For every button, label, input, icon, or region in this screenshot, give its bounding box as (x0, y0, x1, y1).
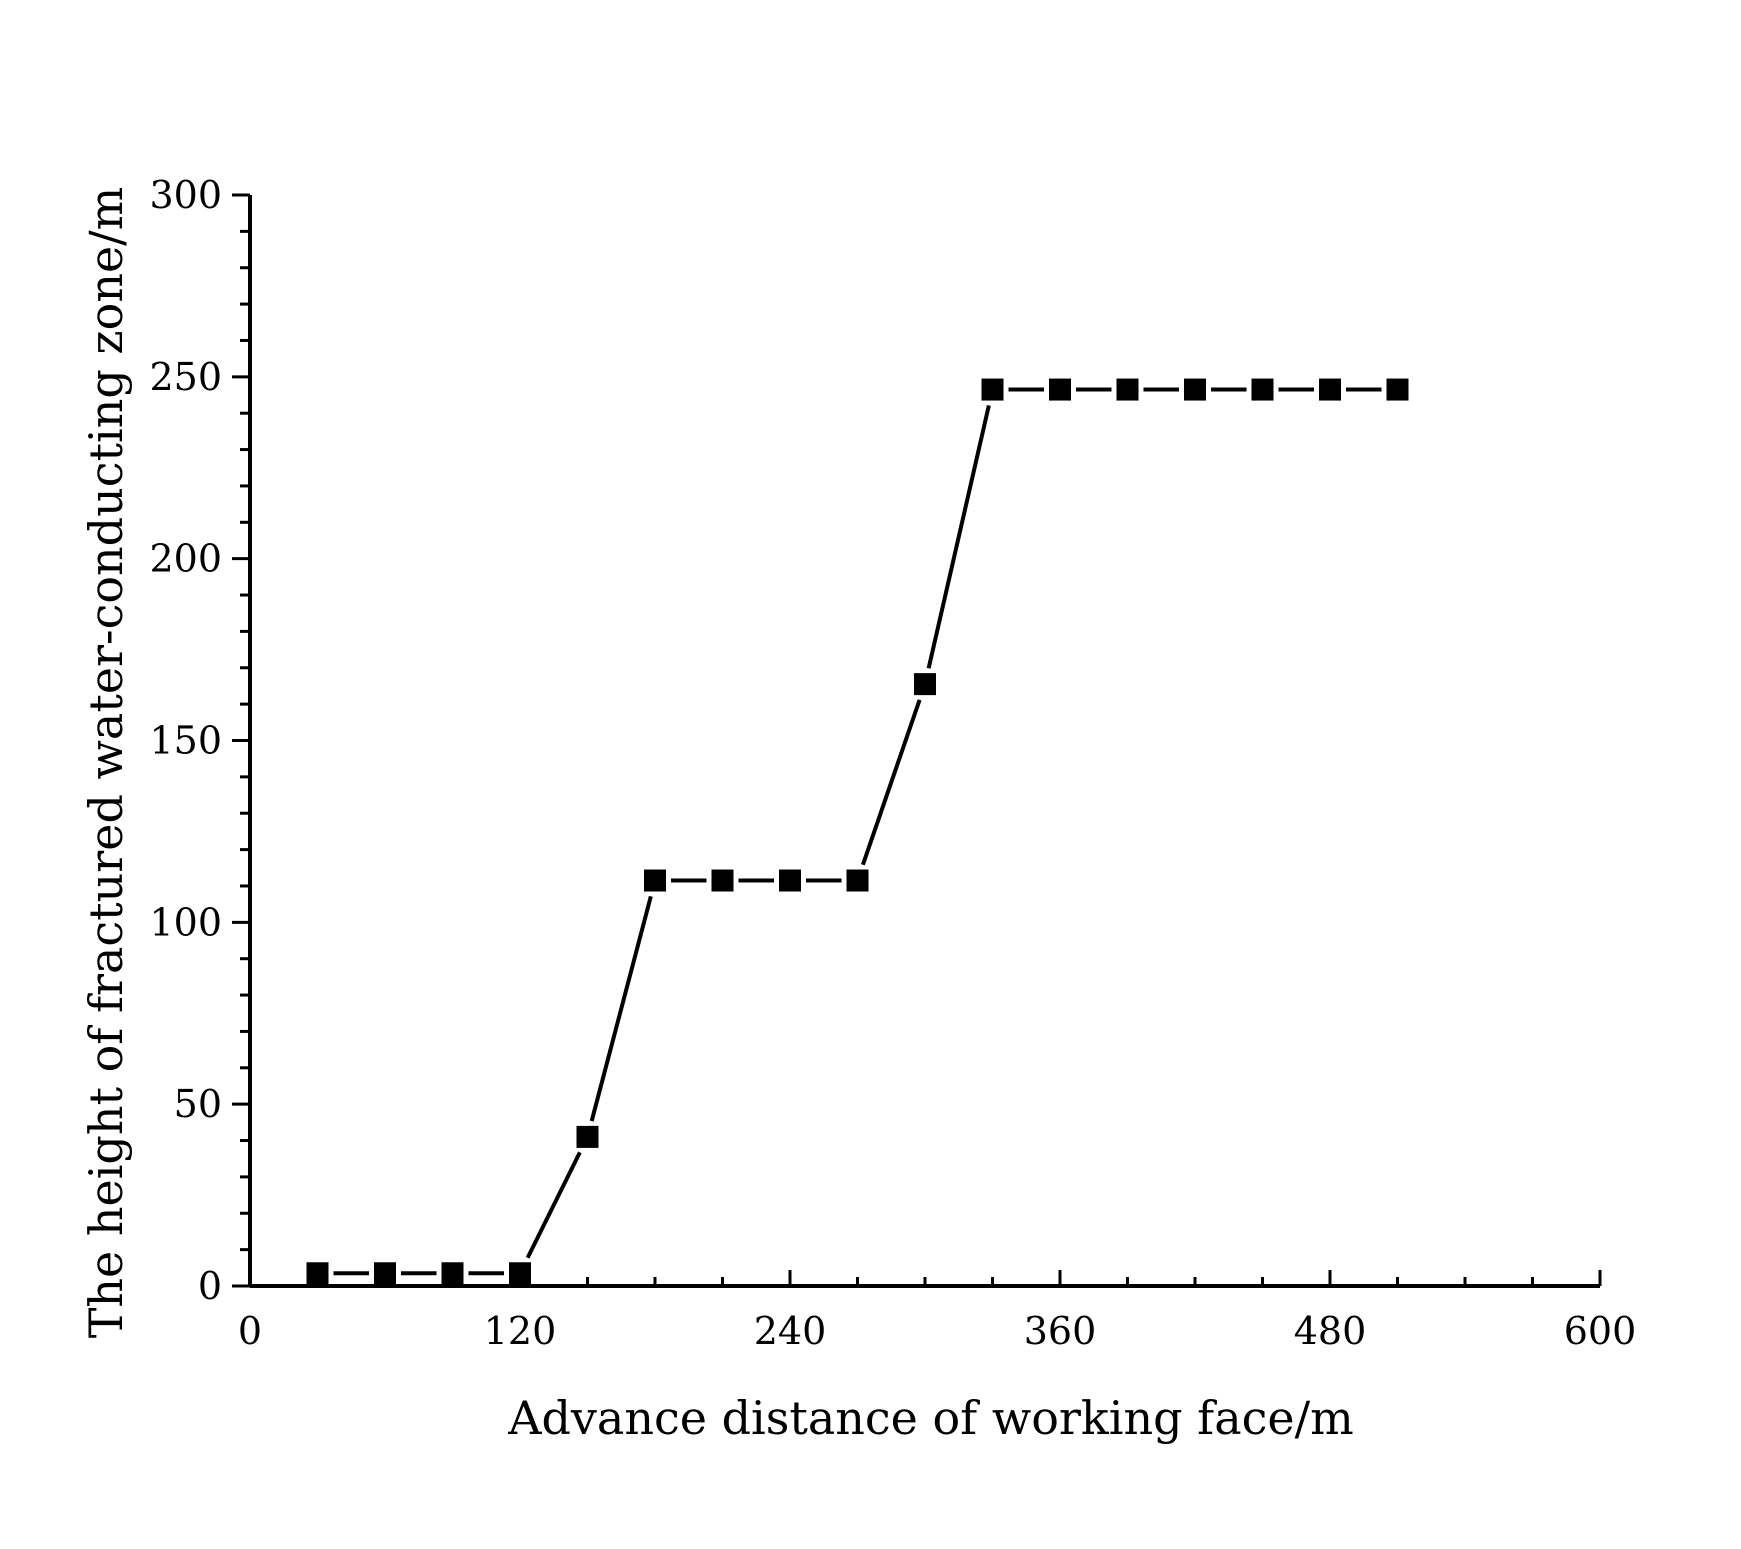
x-tick-label: 360 (1024, 1309, 1097, 1353)
y-tick-label: 200 (149, 537, 222, 581)
data-point-marker (374, 1262, 396, 1285)
y-tick-label: 300 (149, 173, 222, 217)
y-tick-label: 250 (149, 355, 222, 399)
data-point-marker (1251, 378, 1274, 401)
data-point-marker (711, 869, 734, 892)
series-segment (861, 699, 922, 866)
x-tick-label: 600 (1564, 1309, 1637, 1353)
x-tick-label: 240 (754, 1309, 827, 1353)
data-point-marker (644, 869, 666, 892)
series-segment (589, 895, 653, 1122)
data-point-marker (1319, 378, 1341, 401)
data-point-marker (779, 869, 801, 892)
data-point-marker (914, 673, 936, 696)
x-tick-label: 480 (1294, 1309, 1367, 1353)
y-tick-label: 50 (174, 1082, 222, 1126)
data-point-marker (441, 1262, 464, 1285)
axes: 0 120 240 360 480 600 0 50 100 150 200 250 300 (149, 173, 1636, 1353)
data-point-marker (1116, 378, 1139, 401)
data-point-marker (1049, 378, 1071, 401)
y-tick-label: 0 (198, 1264, 222, 1308)
y-tick-label: 150 (149, 719, 222, 763)
data-point-marker (576, 1125, 599, 1148)
x-tick-label: 120 (484, 1309, 557, 1353)
y-axis-title: The height of fractured water-conducting… (79, 187, 133, 1339)
data-point-marker (306, 1262, 329, 1285)
series-segment (525, 1151, 582, 1259)
series-layer (306, 378, 1409, 1285)
x-ticks: 0 120 240 360 480 600 (238, 1270, 1636, 1353)
y-tick-label: 100 (149, 900, 222, 944)
data-point-marker (1184, 378, 1206, 401)
data-point-marker (846, 869, 869, 892)
x-tick-label: 0 (238, 1309, 262, 1353)
series-segment (926, 404, 991, 669)
data-point-marker (509, 1262, 531, 1285)
data-point-marker (981, 378, 1004, 401)
data-point-marker (1386, 378, 1409, 401)
x-axis-title: Advance distance of working face/m (507, 1391, 1353, 1445)
y-ticks: 0 50 100 150 200 250 300 (149, 173, 250, 1308)
